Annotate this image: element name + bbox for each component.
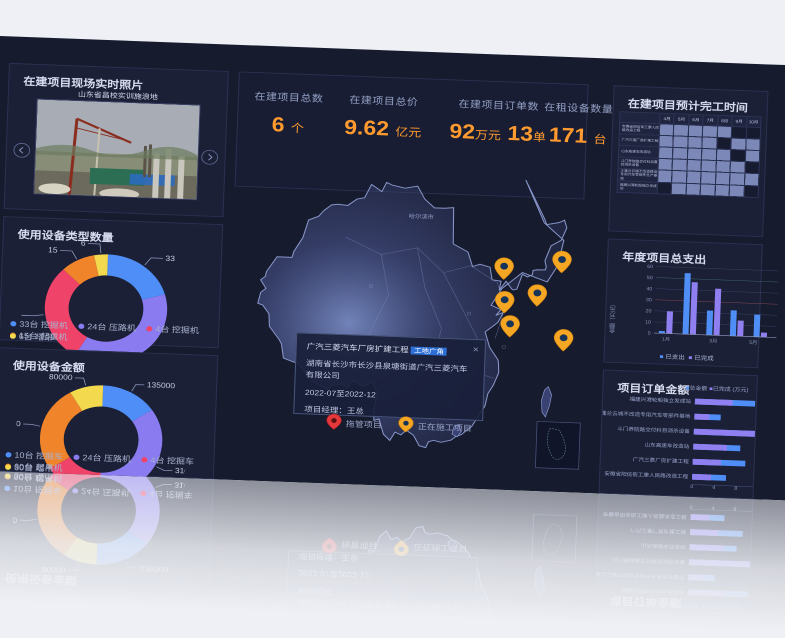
svg-text:310000: 310000 [174, 481, 185, 491]
svg-text:80000: 80000 [49, 373, 73, 382]
svg-text:福建兴港轮船独立发成站: 福建兴港轮船独立发成站 [629, 395, 691, 405]
svg-text:5月: 5月 [749, 340, 757, 346]
svg-text:10: 10 [645, 320, 651, 326]
svg-text:50: 50 [647, 275, 653, 281]
svg-text:1月: 1月 [662, 337, 670, 343]
svg-text:48: 48 [6, 624, 8, 633]
svg-text:60: 60 [647, 264, 653, 270]
svg-text:12: 12 [755, 487, 758, 493]
svg-text:山东高速车改造站: 山东高速车改造站 [644, 441, 690, 450]
svg-text:斗门养院路交付科目消杀设备: 斗门养院路交付科目消杀设备 [617, 425, 691, 435]
svg-text:斗蓬兰云城不改造专用汽车零部件基地: 斗蓬兰云城不改造专用汽车零部件基地 [596, 570, 686, 581]
svg-text:安徽省阳信街工康人民路改造工程: 安徽省阳信街工康人民路改造工程 [604, 469, 689, 480]
svg-text:6: 6 [81, 239, 87, 248]
svg-text:30: 30 [646, 297, 652, 303]
svg-text:20: 20 [645, 309, 651, 315]
svg-text:4: 4 [712, 485, 715, 491]
svg-text:斗蓬兰云城不改造专用汽车零部件基地: 斗蓬兰云城不改造专用汽车零部件基地 [600, 409, 692, 420]
svg-text:62: 62 [156, 590, 166, 599]
svg-text:15: 15 [48, 246, 58, 255]
svg-text:安徽省阳信街工康人民路改造工程: 安徽省阳信街工康人民路改造工程 [603, 510, 688, 521]
svg-text:80000: 80000 [42, 565, 66, 574]
svg-text:230000: 230000 [14, 419, 21, 429]
svg-text:140000: 140000 [27, 489, 56, 499]
svg-text:0: 0 [648, 331, 651, 337]
svg-text:斗门养院路交付科目消杀设备: 斗门养院路交付科目消杀设备 [612, 556, 686, 566]
svg-text:135000: 135000 [140, 564, 169, 574]
svg-text:广汽三菱厂房扩建工程: 广汽三菱厂房扩建工程 [633, 455, 690, 465]
svg-text:8: 8 [734, 486, 737, 492]
svg-text:33: 33 [165, 254, 175, 263]
svg-text:山东高速车改造站: 山东高速车改造站 [641, 542, 687, 551]
svg-text:0: 0 [690, 484, 693, 490]
svg-text:4: 4 [711, 505, 714, 511]
svg-text:广汽三菱厂房扩建工程: 广汽三菱厂房扩建工程 [630, 526, 687, 536]
svg-text:3月: 3月 [709, 339, 717, 345]
svg-text:40: 40 [646, 286, 652, 292]
svg-text:8: 8 [733, 505, 736, 511]
svg-text:福建兴港轮船独立发成站: 福建兴港轮船独立发成站 [622, 586, 684, 596]
svg-text:0: 0 [689, 504, 692, 510]
svg-text:135000: 135000 [147, 381, 176, 391]
svg-text:230000: 230000 [11, 515, 18, 525]
